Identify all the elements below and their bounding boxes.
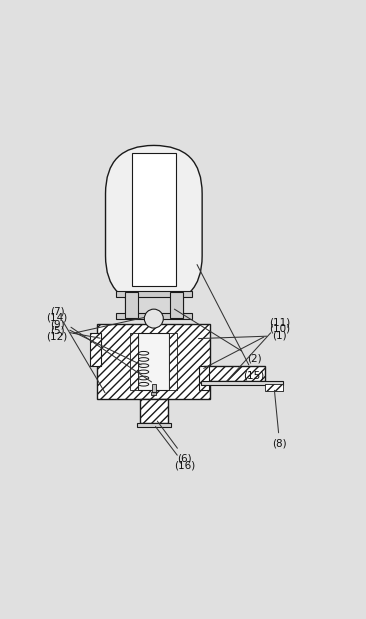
Text: (14): (14) xyxy=(46,313,152,382)
Text: (9): (9) xyxy=(50,319,141,365)
Text: (12): (12) xyxy=(46,318,145,342)
Text: (6): (6) xyxy=(157,421,192,463)
Bar xyxy=(199,366,209,390)
Bar xyxy=(132,153,176,286)
Bar xyxy=(151,392,156,395)
Bar xyxy=(265,384,283,391)
Text: (2): (2) xyxy=(175,309,261,364)
Bar xyxy=(116,290,192,297)
Bar xyxy=(116,313,192,319)
Text: (5): (5) xyxy=(50,325,100,338)
Bar xyxy=(201,381,283,385)
Text: (11): (11) xyxy=(227,318,290,381)
Bar xyxy=(138,333,169,390)
Bar xyxy=(170,292,183,318)
Text: (16): (16) xyxy=(156,426,195,470)
Bar xyxy=(125,292,138,318)
Text: (15): (15) xyxy=(197,264,265,380)
Bar xyxy=(140,399,168,423)
Text: (7): (7) xyxy=(50,306,105,393)
Text: (10): (10) xyxy=(204,324,290,368)
Bar xyxy=(152,384,156,392)
Bar xyxy=(137,423,171,427)
Bar xyxy=(203,366,265,381)
Bar xyxy=(90,333,101,366)
Bar xyxy=(130,333,138,390)
Bar xyxy=(169,333,178,390)
FancyBboxPatch shape xyxy=(105,145,202,304)
Bar xyxy=(125,294,183,316)
Text: (8): (8) xyxy=(272,391,287,448)
Text: (1): (1) xyxy=(198,331,287,340)
Circle shape xyxy=(144,309,163,328)
Bar xyxy=(97,324,210,399)
